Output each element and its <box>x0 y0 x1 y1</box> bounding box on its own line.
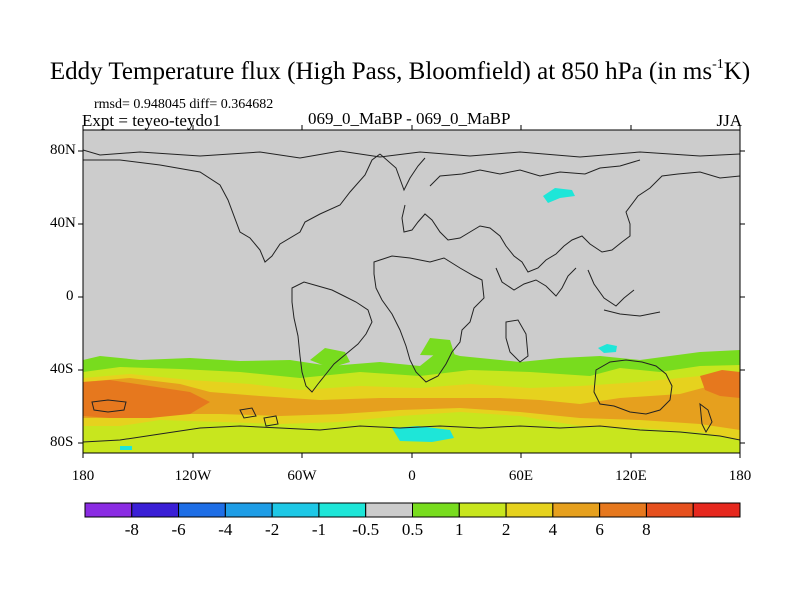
lat-label-40n: 40N <box>50 215 76 231</box>
lon-label-180w: 180 <box>71 468 95 484</box>
contour-blob-cyan-3 <box>392 426 454 442</box>
colorbar-swatch <box>365 502 414 518</box>
coastlines <box>83 149 740 443</box>
lat-label-0: 0 <box>66 288 74 304</box>
colorbar-swatch <box>178 502 226 518</box>
comparison-label: 069_0_MaBP - 069_0_MaBP <box>308 109 511 128</box>
lat-label-80s: 80S <box>50 434 74 450</box>
colorbar-label: 8 <box>642 520 651 539</box>
colorbar-swatch <box>599 502 647 518</box>
colorbar-swatch <box>692 502 741 518</box>
colorbar-label: 2 <box>501 520 511 539</box>
colorbar-label: 6 <box>595 520 604 539</box>
colorbar-swatch <box>505 502 554 518</box>
lon-label-0: 0 <box>408 468 416 484</box>
lon-label-180e: 180 <box>728 468 752 484</box>
lon-label-120e: 120E <box>615 468 647 484</box>
colorbar-label: -8 <box>124 520 139 539</box>
lat-ticks <box>78 150 745 444</box>
contour-band-darkorange-1 <box>83 380 210 418</box>
colorbar-label: 1 <box>455 520 464 539</box>
colorbar-label: -2 <box>265 520 280 539</box>
contour-blob-cyan-4 <box>120 446 132 450</box>
contour-blob-green-2 <box>420 338 455 356</box>
colorbar-swatch <box>131 502 180 518</box>
colorbar-label: -1 <box>311 520 327 539</box>
contour-blob-cyan-2 <box>598 344 617 353</box>
lat-label-80n: 80N <box>50 142 76 158</box>
lon-label-60w: 60W <box>287 468 317 484</box>
colorbar-swatch <box>458 502 507 518</box>
colorbar-swatch <box>84 502 133 518</box>
colorbar <box>84 502 741 518</box>
colorbar-swatch <box>412 502 460 518</box>
stats-label: rmsd= 0.948045 diff= 0.364682 <box>94 97 274 112</box>
contour-band-darkorange-2 <box>700 370 740 398</box>
lon-label-60e: 60E <box>508 468 534 484</box>
colorbar-swatch <box>224 502 273 518</box>
colorbar-swatch <box>318 502 367 518</box>
lon-ticks <box>82 125 741 458</box>
season-label: JJA <box>716 111 742 130</box>
colorbar-label: 4 <box>548 520 558 539</box>
lon-label-120w: 120W <box>174 468 212 484</box>
lat-label-40s: 40S <box>50 361 74 377</box>
colorbar-swatch <box>645 502 694 518</box>
colorbar-label: 0.5 <box>401 520 424 539</box>
colorbar-label: -4 <box>218 520 233 539</box>
experiment-label: Expt = teyeo-teydo1 <box>82 111 221 130</box>
colorbar-swatch <box>552 502 601 518</box>
contour-blob-cyan-1 <box>543 188 575 203</box>
colorbar-label: -6 <box>171 520 186 539</box>
colorbar-swatch <box>271 502 320 518</box>
contour-blob-green-1 <box>310 348 350 368</box>
contour-band-orange <box>83 378 740 430</box>
colorbar-label: -0.5 <box>352 520 380 539</box>
plot-title: Eddy Temperature flux (High Pass, Bloomf… <box>49 56 751 85</box>
